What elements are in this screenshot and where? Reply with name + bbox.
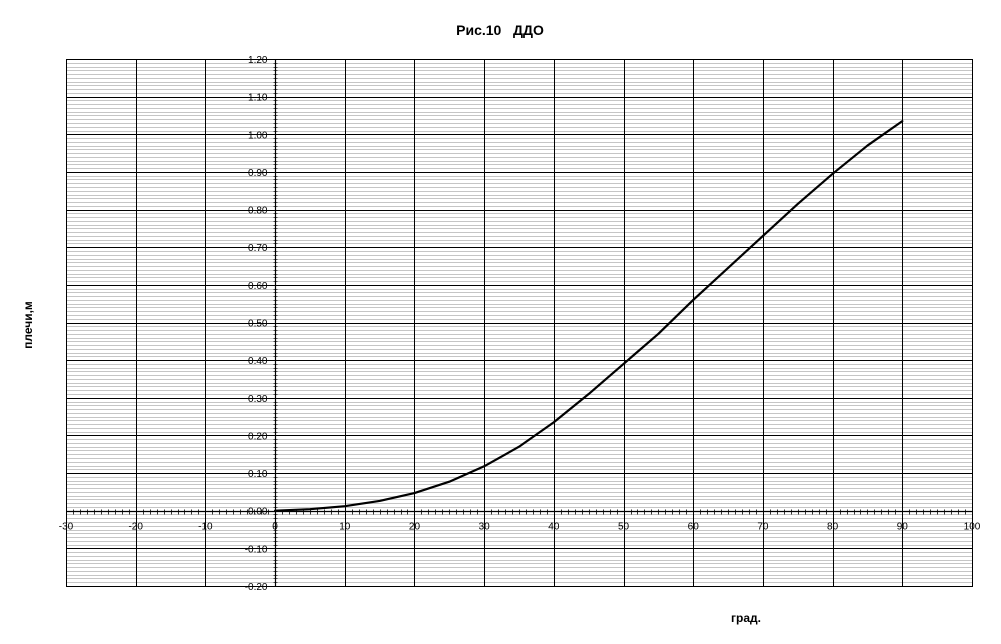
x-tick-label: 20 [409, 522, 421, 533]
y-tick-label: 0.10 [248, 469, 268, 480]
x-tick-label: 40 [548, 522, 560, 533]
x-tick-label: 60 [688, 522, 700, 533]
y-tick-label: 1.10 [248, 93, 268, 104]
x-axis-label: град. [731, 611, 761, 625]
x-tick-label: 100 [964, 522, 981, 533]
x-tick-label: -20 [128, 522, 143, 533]
y-tick-label: -0.20 [245, 582, 268, 593]
x-tick-label: 70 [757, 522, 769, 533]
y-tick-label: 0.30 [248, 394, 268, 405]
y-tick-label: 0.40 [248, 356, 268, 367]
x-tick-label: -30 [59, 522, 74, 533]
y-axis-label: плечи,м [21, 301, 35, 349]
x-tick-label: 90 [897, 522, 909, 533]
x-tick-label: 80 [827, 522, 839, 533]
y-tick-label: -0.10 [245, 544, 268, 555]
y-tick-label: 1.00 [248, 130, 268, 141]
y-tick-label: 0.60 [248, 281, 268, 292]
plot-area: -30 -20 -10 0 10 20 30 40 50 60 70 80 90 100 1.20 1.10 1… [59, 55, 981, 593]
plot-border [66, 59, 973, 587]
x-tick-label: -10 [198, 522, 213, 533]
y-tick-label: 0.20 [248, 431, 268, 442]
x-tick-label: 10 [339, 522, 351, 533]
y-tick-label: 1.20 [248, 55, 268, 66]
y-tick-label: 0.50 [248, 319, 268, 330]
series-line [273, 120, 904, 512]
x-tick-label: 0 [272, 522, 278, 533]
x-tick-label: 30 [479, 522, 491, 533]
chart-title: Рис.10 ДДО [456, 22, 544, 38]
y-tick-label: 0.00 [248, 507, 268, 518]
y-tick-label: 0.80 [248, 206, 268, 217]
y-tick-label: 0.90 [248, 168, 268, 179]
y-tick-label: 0.70 [248, 243, 268, 254]
x-tick-label: 50 [618, 522, 630, 533]
